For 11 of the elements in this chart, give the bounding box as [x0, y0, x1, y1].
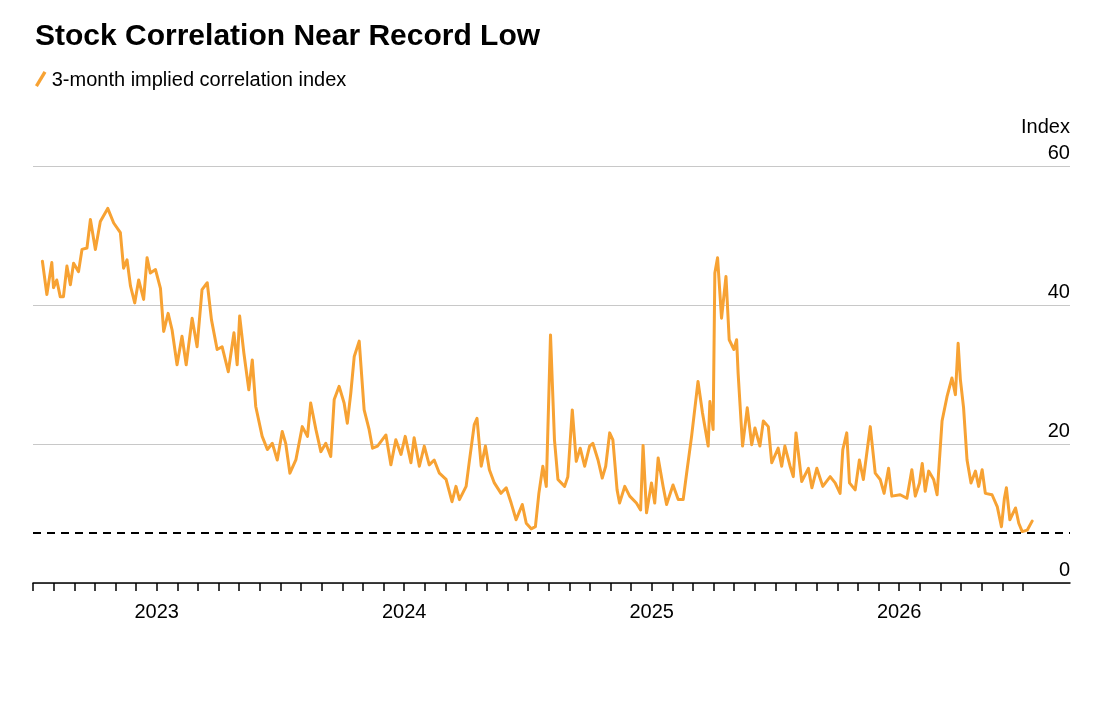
x-tick-label: 2024	[381, 600, 427, 622]
y-tick-label: 60	[1047, 141, 1070, 163]
x-tick-label: 2023	[134, 600, 179, 622]
y-tick-label: 40	[1047, 280, 1070, 302]
chart-title: Stock Correlation Near Record Low	[35, 17, 541, 51]
x-tick-label: 2026	[876, 600, 922, 622]
x-tick-label: 2025	[629, 600, 674, 622]
y-tick-label: 0	[1058, 558, 1070, 580]
y-axis-title: Index	[1021, 115, 1070, 137]
y-tick-label: 20	[1047, 419, 1070, 441]
legend-label: 3-month implied correlation index	[51, 68, 347, 90]
